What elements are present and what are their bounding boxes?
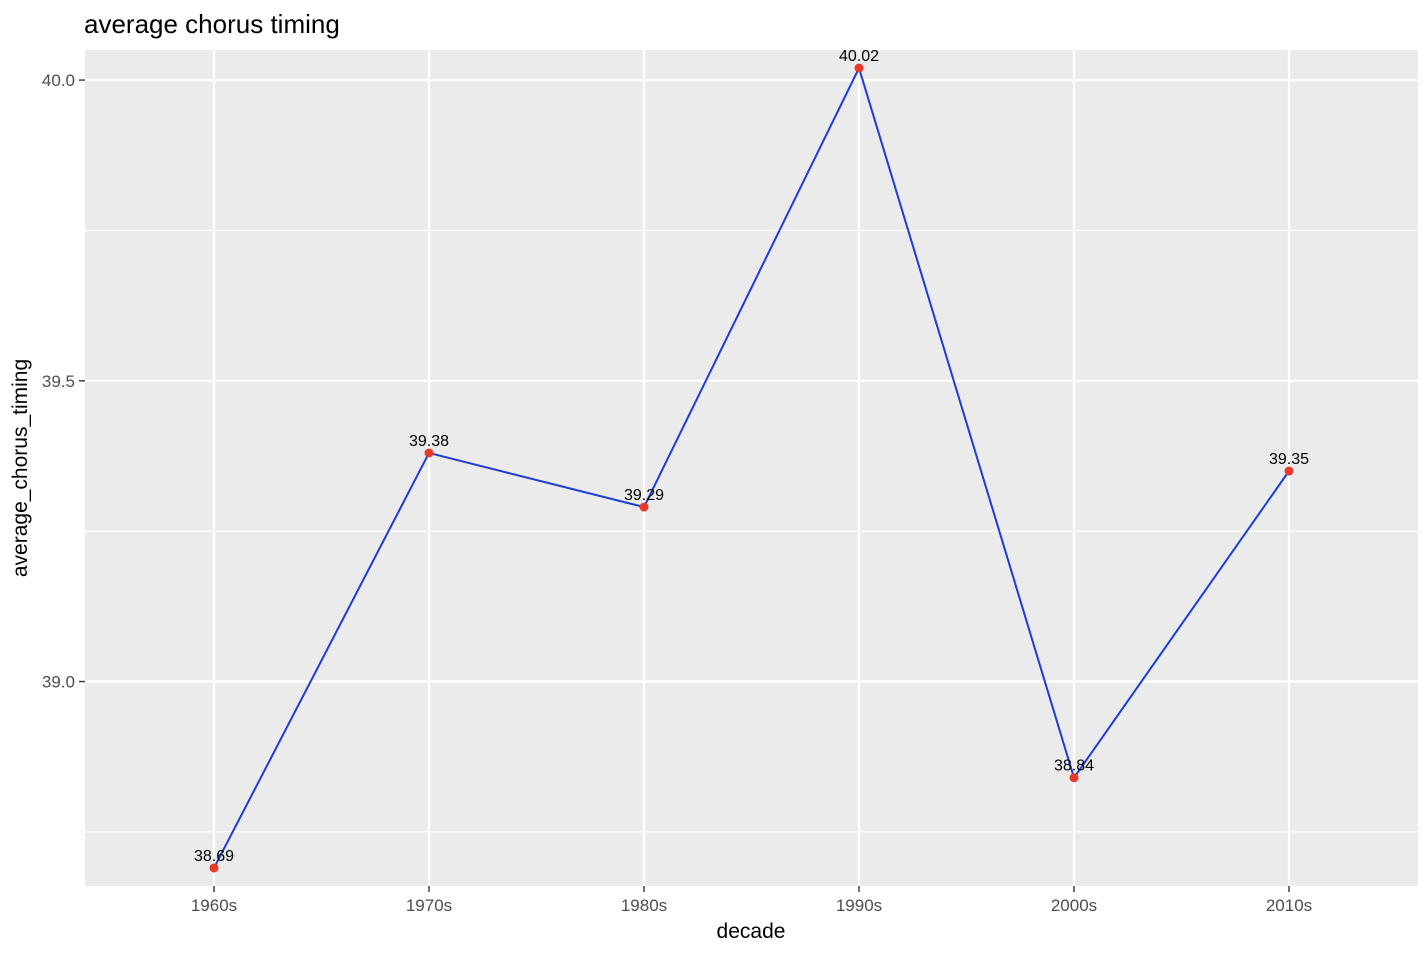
- y-tick-label: 39.5: [42, 372, 75, 391]
- data-point: [854, 63, 864, 73]
- data-label: 38.69: [194, 848, 234, 865]
- y-tick-label: 40.0: [42, 71, 75, 90]
- data-points: [209, 63, 1294, 873]
- data-point: [424, 448, 434, 458]
- series-line: [213, 67, 1290, 869]
- data-label: 38.84: [1054, 758, 1094, 775]
- data-point: [1069, 773, 1079, 783]
- x-axis-title: decade: [717, 920, 786, 943]
- y-axis-title: average_chorus_timing: [9, 359, 32, 577]
- data-label: 39.38: [409, 433, 449, 450]
- major-gridlines: [85, 50, 1418, 886]
- x-tick-label: 1960s: [191, 896, 237, 915]
- data-labels: 38.69 39.38 39.29 40.02 38.84 39.35: [194, 48, 1309, 865]
- data-label: 40.02: [839, 48, 879, 65]
- plot-panel: [85, 50, 1418, 886]
- data-label: 39.35: [1269, 451, 1309, 468]
- minor-gridlines: [85, 229, 1418, 833]
- x-tick-label: 1970s: [406, 896, 452, 915]
- x-tick-label: 2000s: [1051, 896, 1097, 915]
- data-point: [1284, 466, 1294, 476]
- chart-title: average chorus timing: [84, 9, 340, 39]
- data-label: 39.29: [624, 487, 664, 504]
- y-axis-ticks: 39.0 39.5 40.0: [42, 71, 85, 692]
- x-tick-label: 1980s: [621, 896, 667, 915]
- y-tick-label: 39.0: [42, 673, 75, 692]
- x-tick-label: 1990s: [836, 896, 882, 915]
- data-point: [639, 502, 649, 512]
- series-line-group: [213, 67, 1290, 869]
- x-tick-label: 2010s: [1266, 896, 1312, 915]
- data-point: [209, 863, 219, 873]
- x-axis-ticks: 1960s 1970s 1980s 1990s 2000s 2010s: [191, 886, 1312, 915]
